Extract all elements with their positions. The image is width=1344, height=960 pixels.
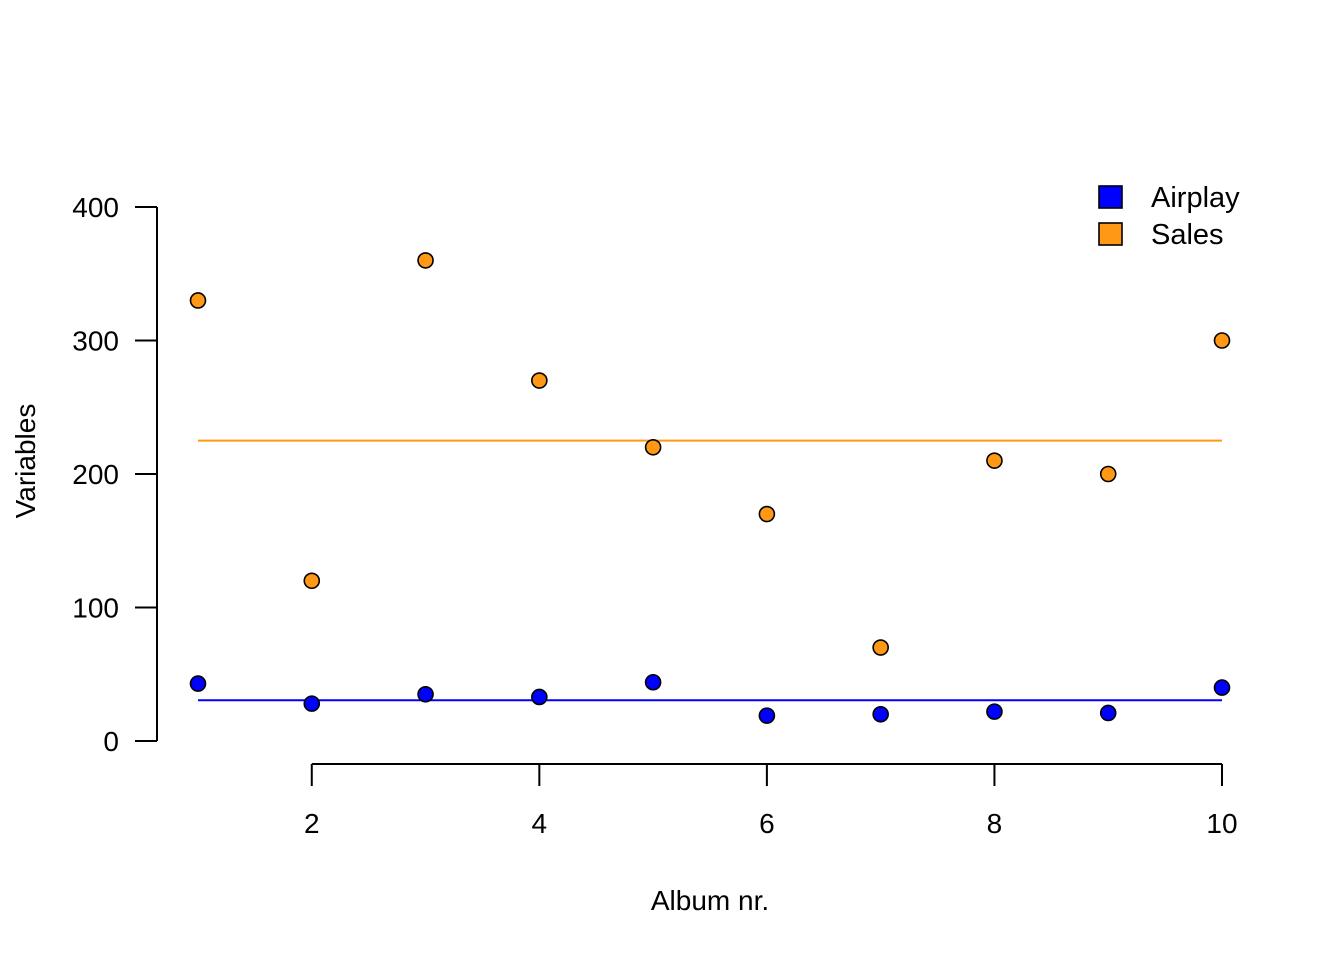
x-tick-label: 2: [304, 808, 320, 839]
airplay-point: [758, 707, 776, 724]
x-tick-label: 4: [532, 808, 548, 839]
airplay-point: [417, 685, 434, 703]
airplay-point: [1213, 679, 1231, 696]
y-axis: 0 100 200 300 400: [72, 192, 158, 757]
sales-point: [644, 438, 662, 456]
x-tick-label: 10: [1206, 808, 1237, 839]
sales-point: [986, 452, 1003, 469]
legend: Airplay Sales: [1098, 182, 1240, 251]
mean-lines: [198, 439, 1222, 702]
sales-point: [531, 372, 548, 389]
legend-swatch-sales: [1098, 222, 1123, 246]
y-tick-label: 400: [72, 192, 119, 223]
airplay-point: [872, 705, 889, 723]
y-tick-label: 100: [72, 593, 119, 624]
x-tick-label: 6: [759, 808, 775, 839]
airplay-point: [986, 703, 1003, 720]
x-tick-label: 8: [987, 808, 1003, 839]
sales-point: [1099, 465, 1117, 483]
airplay-point: [1099, 704, 1117, 722]
sales-point: [1213, 332, 1231, 349]
x-axis-title: Album nr.: [651, 885, 769, 916]
airplay-point: [189, 675, 207, 692]
x-axis: 2 4 6 8 10: [304, 763, 1238, 839]
sales-point: [758, 505, 776, 523]
data-points: [189, 252, 1231, 724]
legend-label-sales: Sales: [1151, 219, 1224, 251]
airplay-point: [531, 688, 548, 706]
legend-label-airplay: Airplay: [1151, 182, 1240, 214]
airplay-point: [303, 695, 321, 712]
y-axis-title: Variables: [10, 404, 41, 519]
y-tick-label: 200: [72, 459, 119, 490]
sales-point: [872, 639, 889, 656]
sales-point: [417, 252, 434, 269]
legend-swatch-airplay: [1098, 185, 1123, 209]
y-tick-label: 300: [72, 326, 119, 357]
sales-point: [303, 572, 321, 590]
y-tick-label: 0: [103, 726, 119, 757]
airplay-point: [644, 673, 662, 691]
sales-point: [189, 292, 207, 309]
